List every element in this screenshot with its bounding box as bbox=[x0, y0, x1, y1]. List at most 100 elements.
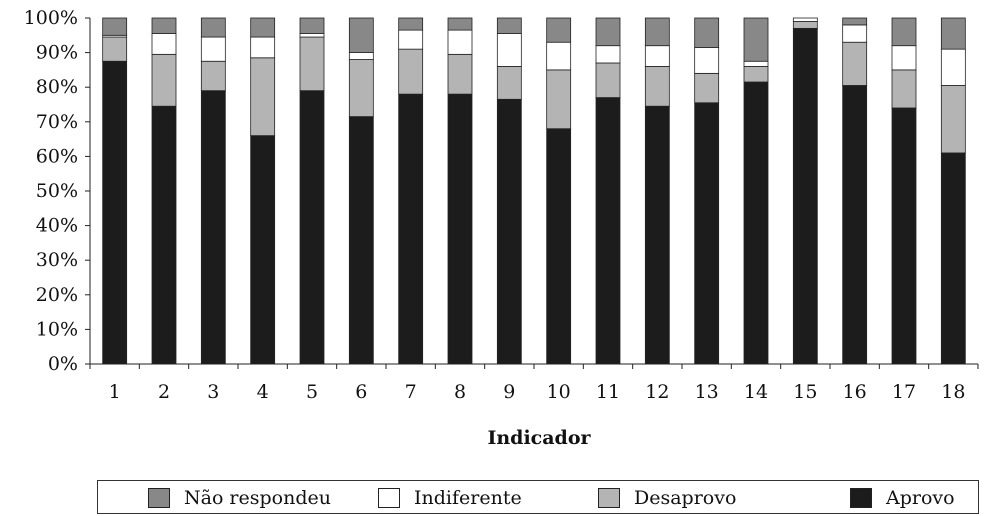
x-tick-label: 7 bbox=[405, 381, 417, 403]
bar-segment-indiferente bbox=[200, 36, 226, 62]
x-tick-label: 5 bbox=[306, 381, 318, 403]
y-tick-label: 10% bbox=[36, 318, 78, 340]
x-tick-label: 16 bbox=[843, 381, 867, 403]
bar-segment-desaprovo bbox=[398, 48, 424, 95]
plot-area: 0%10%20%30%40%50%60%70%80%90%100%1 2 3 4 5 6 7… bbox=[24, 7, 979, 403]
bar-segment-desaprovo bbox=[151, 53, 177, 107]
bar-segment-desaprovo bbox=[348, 59, 374, 118]
bar-segment-desaprovo bbox=[743, 66, 769, 83]
bar-segment-aprovo bbox=[743, 81, 769, 365]
bar-segment-n-o-respondeu bbox=[151, 17, 177, 34]
bar-segment-n-o-respondeu bbox=[743, 17, 769, 62]
bar-segment-aprovo bbox=[546, 128, 572, 365]
bar-segment-indiferente bbox=[348, 52, 374, 60]
x-tick-label: 9 bbox=[503, 381, 515, 403]
bar-segment-aprovo bbox=[595, 97, 621, 365]
bar-segment-n-o-respondeu bbox=[348, 17, 374, 53]
x-tick-label: 15 bbox=[793, 381, 817, 403]
bar-segment-desaprovo bbox=[940, 85, 966, 154]
bar-segment-desaprovo bbox=[299, 36, 325, 92]
y-tick-label: 50% bbox=[36, 180, 78, 202]
bar-segment-desaprovo bbox=[102, 36, 128, 62]
legend-swatch bbox=[378, 488, 400, 508]
bar-segment-aprovo bbox=[644, 105, 670, 365]
legend-label: Indiferente bbox=[414, 487, 522, 509]
x-tick-label: 8 bbox=[454, 381, 466, 403]
bar-segment-n-o-respondeu bbox=[940, 17, 966, 50]
bar-segment-indiferente bbox=[940, 48, 966, 86]
y-tick-label: 20% bbox=[36, 284, 78, 306]
bar-segment-indiferente bbox=[398, 29, 424, 50]
legend-swatch bbox=[148, 488, 170, 508]
bar-segment-desaprovo bbox=[792, 21, 818, 29]
legend-label: Não respondeu bbox=[184, 487, 331, 509]
bar-segment-indiferente bbox=[447, 29, 473, 55]
bar-segment-aprovo bbox=[842, 85, 868, 365]
y-tick-label: 70% bbox=[36, 111, 78, 133]
bar-segment-desaprovo bbox=[546, 69, 572, 130]
x-tick-label: 2 bbox=[158, 381, 170, 403]
x-tick-label: 1 bbox=[109, 381, 121, 403]
legend-label: Desaprovo bbox=[634, 487, 737, 509]
y-tick-label: 40% bbox=[36, 215, 78, 237]
bar-segment-n-o-respondeu bbox=[891, 17, 917, 47]
bar-segment-indiferente bbox=[842, 24, 868, 43]
x-tick-label: 18 bbox=[941, 381, 965, 403]
bar-segment-indiferente bbox=[891, 45, 917, 71]
bar-segment-n-o-respondeu bbox=[546, 17, 572, 43]
bar-segment-n-o-respondeu bbox=[595, 17, 621, 47]
legend-swatch bbox=[598, 488, 620, 508]
y-tick-label: 0% bbox=[48, 353, 78, 375]
bar-segment-desaprovo bbox=[447, 53, 473, 95]
bar-segment-aprovo bbox=[940, 152, 966, 365]
legend-item: Desaprovo bbox=[598, 487, 736, 509]
x-tick-label: 17 bbox=[892, 381, 916, 403]
x-tick-label: 11 bbox=[596, 381, 620, 403]
x-tick-label: 4 bbox=[257, 381, 269, 403]
bar-segment-n-o-respondeu bbox=[694, 17, 720, 48]
bar-segment-indiferente bbox=[644, 45, 670, 67]
x-tick-label: 3 bbox=[207, 381, 219, 403]
bar-segment-desaprovo bbox=[595, 62, 621, 98]
bar-segment-desaprovo bbox=[496, 66, 522, 100]
bar-segment-aprovo bbox=[200, 90, 226, 365]
legend-item: Aprovo bbox=[850, 487, 955, 509]
bar-segment-desaprovo bbox=[694, 72, 720, 104]
bar-segment-aprovo bbox=[250, 135, 276, 365]
bar-segment-n-o-respondeu bbox=[496, 17, 522, 34]
bar-segment-aprovo bbox=[348, 116, 374, 365]
bar-segment-aprovo bbox=[792, 27, 818, 365]
legend-swatch bbox=[850, 488, 872, 508]
y-tick-label: 90% bbox=[36, 42, 78, 64]
bar-segment-aprovo bbox=[891, 107, 917, 365]
bar-segment-n-o-respondeu bbox=[250, 17, 276, 38]
bar-segment-indiferente bbox=[496, 33, 522, 67]
bar-segment-desaprovo bbox=[891, 69, 917, 109]
bar-segment-indiferente bbox=[694, 47, 720, 74]
x-tick-label: 13 bbox=[695, 381, 719, 403]
bar-segment-n-o-respondeu bbox=[447, 17, 473, 31]
x-axis-label: Indicador bbox=[487, 427, 591, 449]
bar-segment-n-o-respondeu bbox=[102, 17, 128, 36]
bar-segment-indiferente bbox=[595, 45, 621, 64]
bar-segment-indiferente bbox=[299, 33, 325, 38]
bar-segment-aprovo bbox=[496, 98, 522, 365]
y-tick-label: 100% bbox=[24, 7, 78, 29]
y-tick-label: 30% bbox=[36, 249, 78, 271]
bar-segment-indiferente bbox=[743, 60, 769, 67]
x-tick-label: 10 bbox=[547, 381, 571, 403]
bar-segment-n-o-respondeu bbox=[842, 17, 868, 26]
bar-segment-n-o-respondeu bbox=[644, 17, 670, 47]
bar-segment-desaprovo bbox=[644, 66, 670, 107]
legend-item: Indiferente bbox=[378, 487, 522, 509]
bar-segment-indiferente bbox=[546, 41, 572, 71]
bar-segment-n-o-respondeu bbox=[398, 17, 424, 31]
bar-segment-indiferente bbox=[151, 33, 177, 55]
bar-segment-aprovo bbox=[102, 60, 128, 365]
y-tick-label: 60% bbox=[36, 145, 78, 167]
bar-segment-n-o-respondeu bbox=[200, 17, 226, 38]
bar-segment-indiferente bbox=[250, 36, 276, 59]
bar-segment-aprovo bbox=[447, 93, 473, 365]
bar-segment-aprovo bbox=[694, 102, 720, 365]
